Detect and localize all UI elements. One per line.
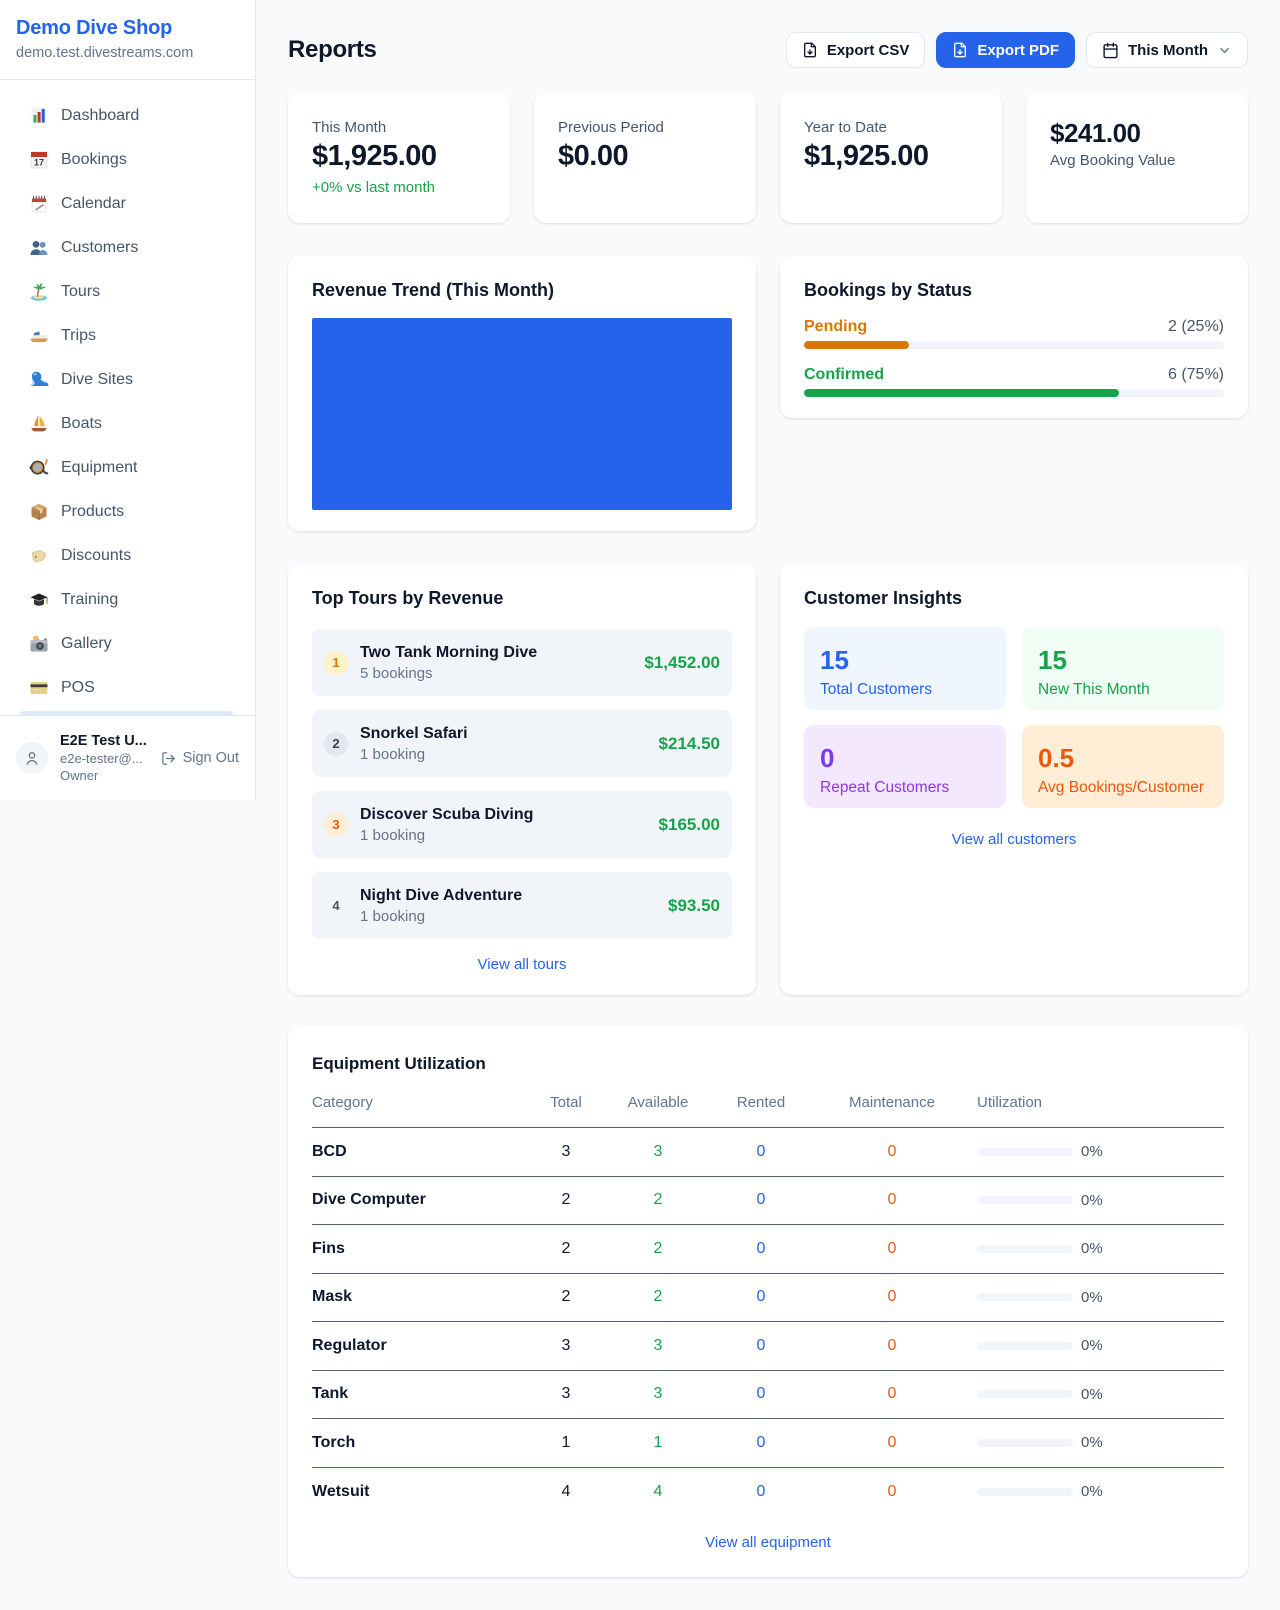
svg-text:17: 17 [34, 158, 44, 168]
